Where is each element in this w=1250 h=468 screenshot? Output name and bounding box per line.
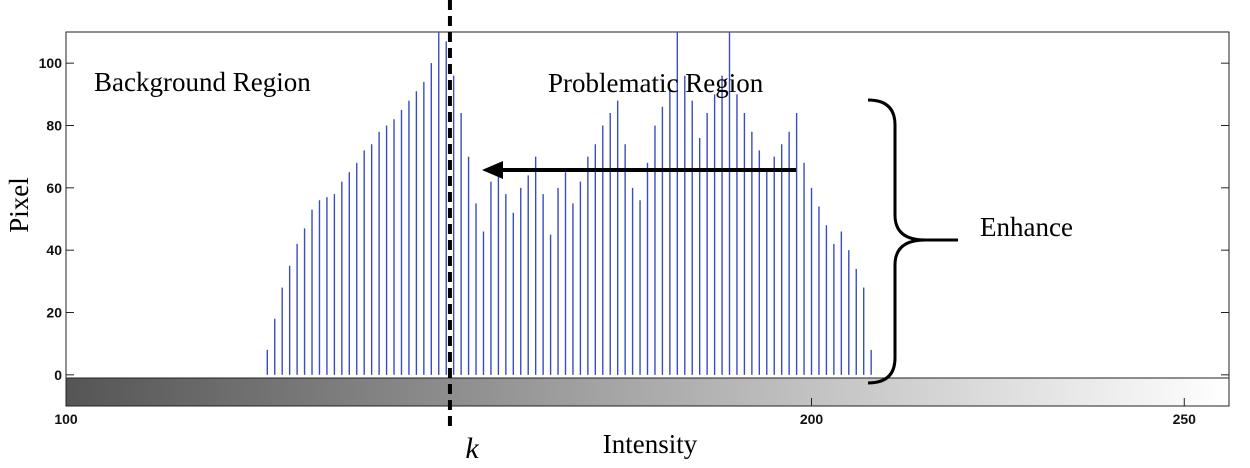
y-tick-label: 40 [46,242,62,258]
y-tick-label: 100 [39,55,63,71]
x-tick-label: 200 [800,411,824,427]
threshold-k-label: k [465,432,479,465]
x-axis-label: Intensity [603,429,698,459]
x-tick-label: 100 [54,411,78,427]
x-tick-label: 250 [1173,411,1197,427]
x-axis-ticks: 100 200 250 [54,398,1196,427]
histogram-bars [266,32,872,375]
problematic-region-label: Problematic Region [548,68,764,98]
background-region-label: Background Region [94,67,311,97]
y-axis-label: Pixel [4,177,34,233]
enhance-label: Enhance [980,212,1073,242]
intensity-colorbar [66,378,1229,406]
y-tick-label: 0 [54,367,62,383]
y-tick-label: 20 [46,305,62,321]
y-tick-label: 80 [46,118,62,134]
shift-arrow-head [482,161,503,179]
plot-frame [65,31,1230,407]
y-tick-label: 60 [46,180,62,196]
enhance-brace [867,98,958,385]
y-axis-ticks: 100 80 60 40 20 0 [39,55,1229,383]
